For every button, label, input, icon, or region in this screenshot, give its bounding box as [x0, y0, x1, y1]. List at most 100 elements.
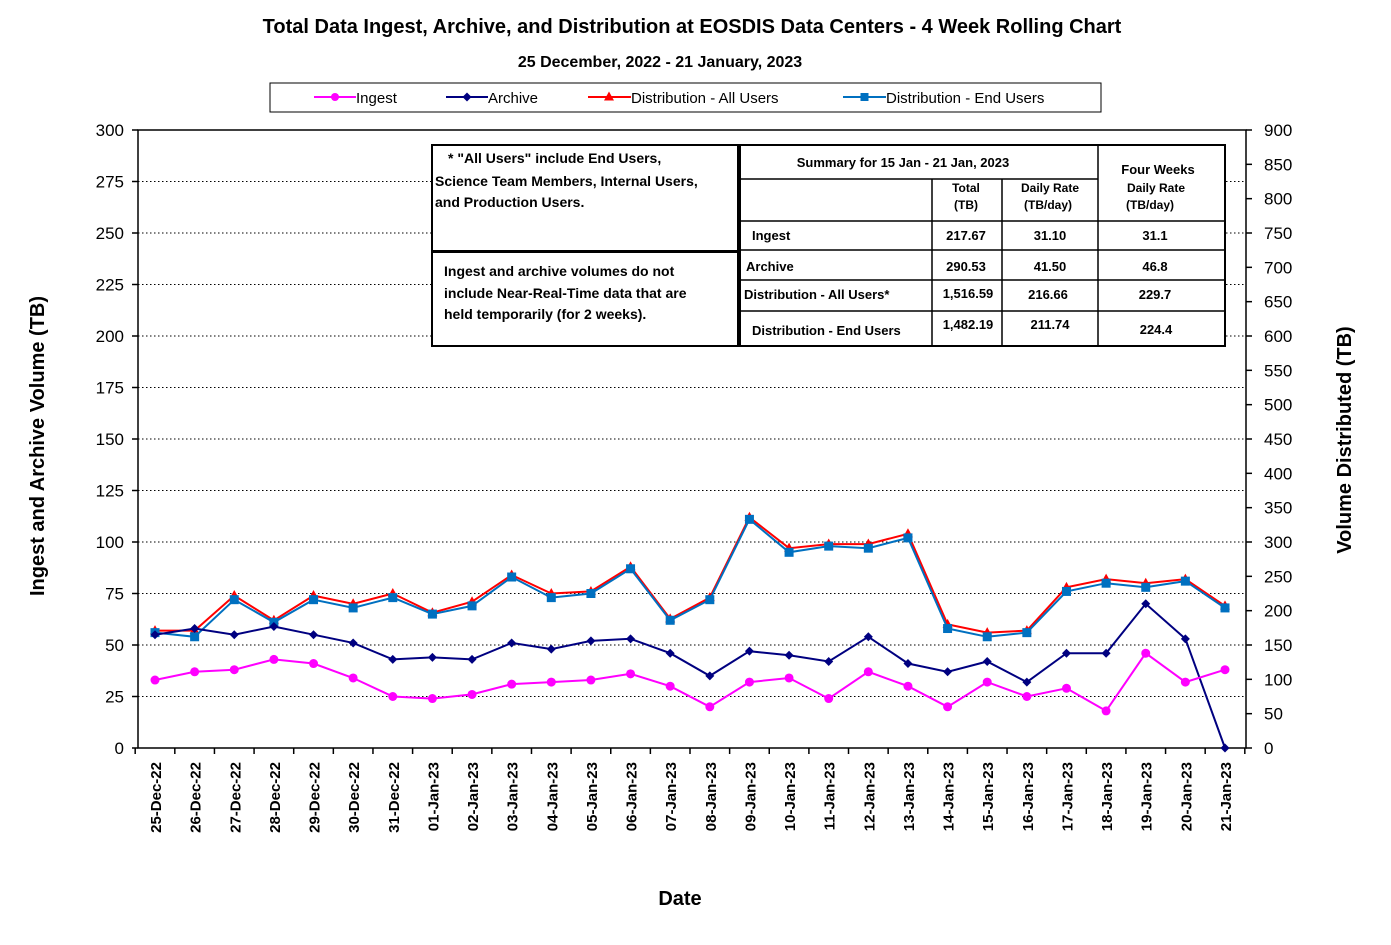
x-tick-label: 19-Jan-23: [1139, 762, 1156, 831]
y-right-tick-label: 300: [1264, 533, 1292, 552]
point-archive: [665, 648, 675, 658]
point-distribution-end-users: [1180, 576, 1190, 586]
x-tick-label: 05-Jan-23: [584, 762, 601, 831]
chart-title: Total Data Ingest, Archive, and Distribu…: [263, 16, 1122, 38]
notes: * "All Users" include End Users, Science…: [431, 144, 739, 347]
legend-label-archive: Archive: [488, 90, 538, 107]
point-distribution-end-users: [903, 533, 913, 543]
summary-header: Summary for 15 Jan - 21 Jan, 2023: [797, 155, 1009, 170]
point-distribution-end-users: [982, 632, 992, 642]
summary-col-daily-2: (TB/day): [1024, 198, 1072, 212]
point-archive: [427, 652, 437, 662]
point-ingest: [1220, 665, 1230, 675]
y-left-tick-label: 50: [105, 636, 124, 655]
point-ingest: [863, 667, 873, 677]
legend-label-distribution-end: Distribution - End Users: [886, 90, 1044, 107]
summary-row-label: Distribution - End Users: [752, 323, 901, 338]
x-tick-label: 02-Jan-23: [465, 762, 482, 831]
x-tick-label: 26-Dec-22: [188, 762, 205, 833]
x-tick-label: 30-Dec-22: [346, 762, 363, 833]
point-archive: [824, 656, 834, 666]
point-ingest: [388, 692, 398, 701]
point-ingest: [348, 673, 358, 683]
series-line-distribution-all-users: [155, 515, 1226, 634]
y-right-tick-label: 0: [1264, 739, 1273, 758]
summary-col-total-1: Total: [952, 181, 980, 195]
summary-four-weeks: Four Weeks: [1121, 162, 1194, 177]
summary-row-daily: 211.74: [1030, 317, 1070, 332]
series-distribution-all-users: [150, 511, 1230, 637]
y-left-tick-label: 100: [96, 533, 124, 552]
series-line-ingest: [154, 651, 1226, 713]
x-tick-label: 12-Jan-23: [861, 762, 878, 831]
summary-row-fw: 229.7: [1139, 287, 1172, 302]
point-distribution-end-users: [705, 595, 715, 605]
y-left-tick-label: 200: [96, 327, 124, 346]
y-right-tick-label: 650: [1264, 293, 1292, 312]
x-tick-label: 29-Dec-22: [307, 762, 324, 833]
point-archive: [784, 650, 794, 660]
y-right-tick-label: 250: [1264, 567, 1292, 586]
point-ingest: [1180, 677, 1190, 687]
point-distribution-end-users: [190, 632, 200, 642]
summary-row-daily: 216.66: [1028, 287, 1068, 302]
y-axis-right-title: Volume Distributed (TB): [1334, 326, 1356, 553]
x-tick-label: 17-Jan-23: [1059, 762, 1076, 831]
point-ingest: [982, 677, 992, 687]
point-distribution-end-users: [1061, 586, 1071, 596]
point-ingest: [309, 659, 319, 669]
x-tick-label: 15-Jan-23: [980, 762, 997, 831]
series: [150, 511, 1230, 753]
point-ingest: [467, 689, 477, 699]
legend-marker-distribution-all: [604, 91, 614, 101]
point-distribution-end-users: [546, 593, 556, 603]
point-ingest: [943, 702, 953, 712]
point-distribution-end-users: [863, 543, 873, 553]
legend-label-distribution-all: Distribution - All Users: [631, 90, 779, 107]
y-right-tick-label: 350: [1264, 499, 1292, 518]
point-distribution-end-users: [744, 514, 754, 524]
point-distribution-end-users: [1101, 578, 1111, 588]
legend: [269, 82, 1102, 113]
x-tick-label: 18-Jan-23: [1099, 762, 1116, 831]
point-archive: [705, 671, 715, 681]
point-archive: [229, 630, 239, 640]
y-left-tick-label: 275: [96, 173, 124, 192]
point-archive: [309, 630, 319, 640]
point-archive: [863, 632, 873, 642]
point-archive: [903, 659, 913, 669]
point-archive: [744, 646, 754, 656]
point-ingest: [903, 681, 913, 691]
legend-marker-archive: [462, 92, 472, 102]
point-archive: [1220, 743, 1230, 753]
point-ingest: [269, 654, 279, 664]
point-archive: [982, 656, 992, 666]
point-archive: [507, 638, 517, 648]
note-all-users-box: [431, 144, 739, 252]
summary-row-total: 1,482.19: [943, 317, 994, 332]
point-ingest: [626, 669, 636, 679]
series-archive: [150, 599, 1230, 753]
point-distribution-end-users: [427, 609, 437, 619]
point-distribution-end-users: [1141, 582, 1151, 592]
y-left-tick-label: 125: [96, 482, 124, 501]
note-all-users-line-2: Science Team Members, Internal Users,: [435, 173, 698, 189]
series-distribution-end-users: [150, 514, 1230, 642]
point-ingest: [1101, 706, 1111, 716]
summary-row-total: 290.53: [946, 259, 986, 274]
point-ingest: [507, 679, 517, 689]
x-axis-title: Date: [658, 888, 701, 910]
point-distribution-end-users: [229, 595, 239, 605]
gridlines: [138, 181, 1246, 697]
summary-row-daily: 31.10: [1034, 228, 1067, 243]
point-archive: [1022, 677, 1032, 687]
note-nrt-line-2: include Near-Real-Time data that are: [444, 285, 687, 301]
y-left-tick-label: 75: [105, 585, 124, 604]
x-tick-label: 14-Jan-23: [941, 762, 958, 831]
point-distribution-end-users: [943, 624, 953, 634]
point-distribution-end-users: [1022, 628, 1032, 638]
x-tick-label: 04-Jan-23: [544, 762, 561, 831]
y-right-tick-label: 50: [1264, 705, 1283, 724]
point-archive: [150, 630, 160, 640]
legend-item-distribution-all: Distribution - All Users: [588, 90, 779, 107]
